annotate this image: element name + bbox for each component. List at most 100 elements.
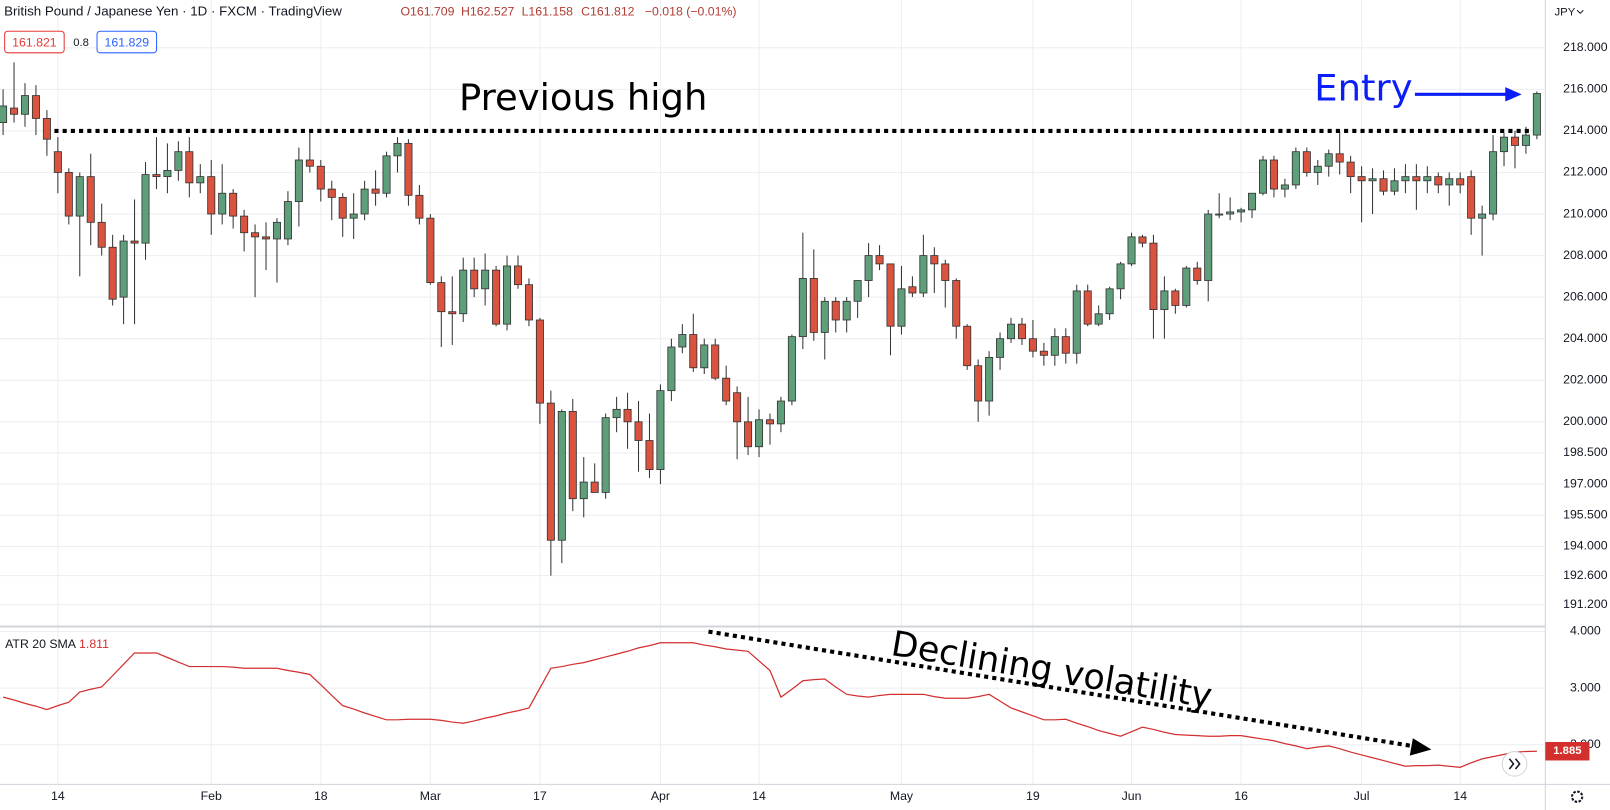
candle-body xyxy=(996,338,1005,358)
ohlc-low: L161.158 xyxy=(522,4,573,18)
candle-body xyxy=(75,176,84,217)
candle-body xyxy=(1050,336,1059,356)
candle-body xyxy=(1028,338,1037,352)
candle-body xyxy=(1291,151,1300,186)
candle-body xyxy=(1302,151,1311,173)
candle-body xyxy=(974,365,983,402)
x-tick-label: Jul xyxy=(1354,789,1370,803)
candle-body xyxy=(1237,209,1246,213)
candle-body xyxy=(119,240,128,298)
candle-body xyxy=(459,269,468,315)
candle-body xyxy=(579,481,588,500)
candle-body xyxy=(1204,213,1213,281)
candle-body xyxy=(689,334,698,369)
candle-body xyxy=(864,255,873,281)
candle-body xyxy=(678,334,687,348)
candle-body xyxy=(656,390,665,471)
candle-body xyxy=(1489,151,1498,215)
y-tick-label: 202.000 xyxy=(1563,373,1608,387)
candle-body xyxy=(1456,178,1465,186)
candle-body xyxy=(437,282,446,313)
candle-body xyxy=(327,188,336,198)
candle-body xyxy=(1138,236,1147,244)
candle-body xyxy=(1390,180,1399,192)
ohlc-open: O161.709 xyxy=(400,4,454,18)
x-tick-label: 14 xyxy=(51,789,65,803)
last-value-badge xyxy=(1545,742,1590,761)
symbol-title: British Pound / Japanese Yen · 1D · FXCM… xyxy=(4,3,342,18)
x-tick-label: Jun xyxy=(1122,789,1142,803)
candle-body xyxy=(1532,93,1541,136)
candle-body xyxy=(316,165,325,190)
candle-body xyxy=(1510,136,1519,146)
candle-body xyxy=(623,408,632,423)
candle-body xyxy=(20,95,29,115)
marks-layer xyxy=(0,62,1541,769)
candle-body xyxy=(1193,267,1202,281)
candle-body xyxy=(853,280,862,302)
candle-body xyxy=(755,419,764,448)
candle-body xyxy=(634,421,643,441)
candle-body xyxy=(1160,290,1169,311)
currency-caret xyxy=(1576,9,1584,15)
candle-body xyxy=(787,336,796,402)
buy-badge[interactable] xyxy=(96,30,158,54)
candle-body xyxy=(360,188,369,215)
candle-body xyxy=(776,400,785,425)
candle-body xyxy=(700,344,709,369)
candle-body xyxy=(1226,211,1235,215)
candle-body xyxy=(1061,336,1070,354)
candle-body xyxy=(470,269,479,290)
candle-body xyxy=(985,356,994,402)
x-tick-label: 19 xyxy=(1026,789,1040,803)
entry-arrow-head xyxy=(1505,87,1522,102)
candle-body xyxy=(1083,290,1092,325)
sell-badge[interactable] xyxy=(4,30,65,54)
candle-body xyxy=(108,246,117,300)
currency[interactable]: JPY xyxy=(1555,6,1576,18)
scroll-button[interactable] xyxy=(1501,751,1528,777)
candle-body xyxy=(568,411,577,500)
annotation-previous-high: Previous high xyxy=(459,76,707,119)
candle-body xyxy=(1313,165,1322,173)
settings-icon[interactable] xyxy=(1570,790,1584,803)
candle-body xyxy=(1280,184,1289,190)
candle-body xyxy=(1478,213,1487,219)
candle-body xyxy=(711,344,720,379)
candle-body xyxy=(809,278,818,333)
candle-body xyxy=(601,417,610,493)
candle-body xyxy=(842,300,851,321)
candle-body xyxy=(1423,176,1432,182)
candle-body xyxy=(765,419,774,425)
candle-body xyxy=(667,346,676,392)
y-tick-label: 198.500 xyxy=(1563,445,1608,459)
volatility-arrow-head xyxy=(1409,738,1432,756)
candle-body xyxy=(1094,313,1103,325)
candle-body xyxy=(163,169,172,178)
candle-body xyxy=(481,269,490,290)
candle-body xyxy=(174,151,183,171)
candle-body xyxy=(1500,136,1509,153)
candle-body xyxy=(1248,192,1257,211)
candle-body xyxy=(557,411,566,541)
y-tick-label: 214.000 xyxy=(1563,123,1608,137)
x-tick-label: Feb xyxy=(201,789,222,803)
x-tick-label: 14 xyxy=(1453,789,1467,803)
candle-body xyxy=(1445,178,1454,186)
candle-body xyxy=(1346,161,1355,178)
candle-body xyxy=(53,151,62,173)
candle-body xyxy=(196,176,205,184)
y-tick-label: 210.000 xyxy=(1563,206,1608,220)
candle-body xyxy=(349,213,358,219)
candle-body xyxy=(31,95,40,119)
candle-body xyxy=(294,159,303,202)
candle-body xyxy=(404,142,413,196)
candle-body xyxy=(262,236,271,240)
candle-body xyxy=(272,221,281,240)
spread: 0.8 xyxy=(73,37,89,49)
candle-body xyxy=(218,192,227,215)
candle-body xyxy=(941,263,950,281)
y-tick-label: 216.000 xyxy=(1563,82,1608,96)
candle-body xyxy=(1401,176,1410,182)
